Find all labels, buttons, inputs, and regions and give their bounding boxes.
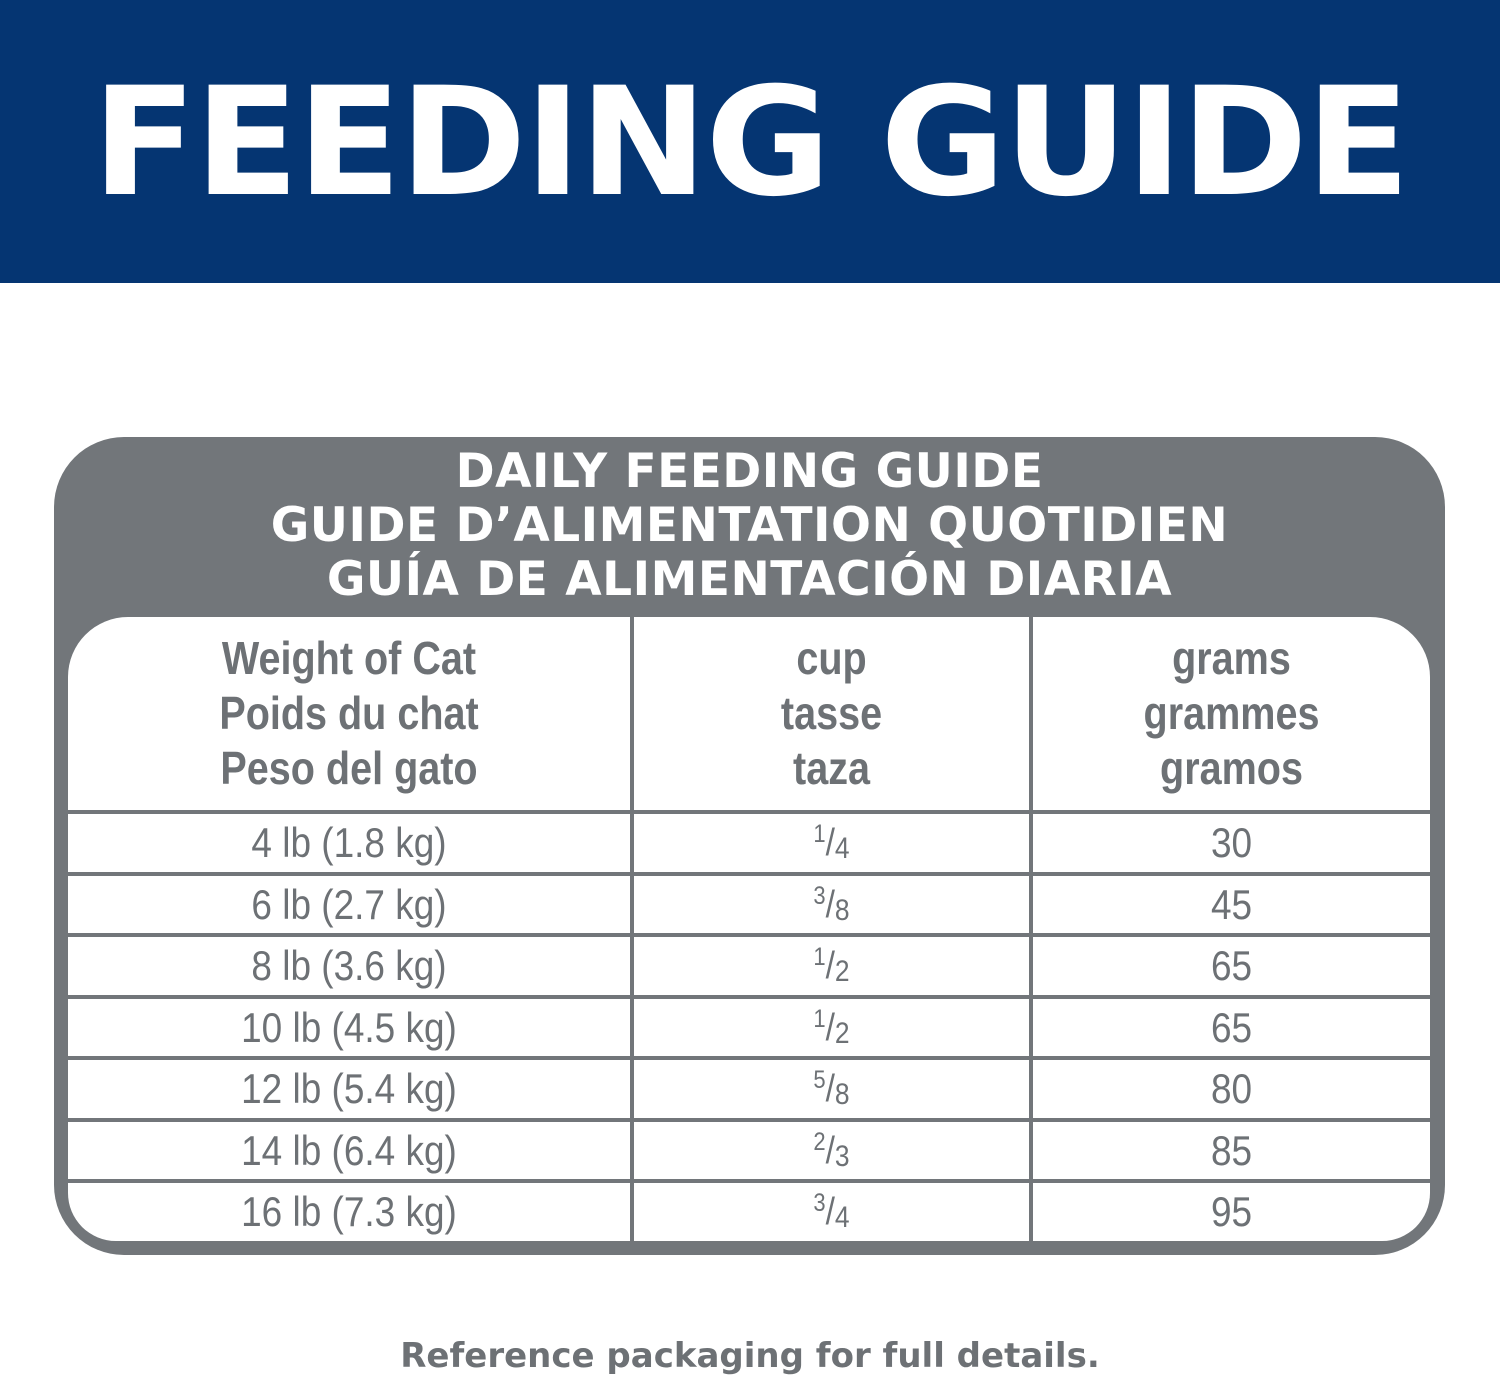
cell-weight: 8 lb (3.6 kg) [251,942,447,989]
header-weight-fr: Poids du chat [219,687,479,739]
header-weight: Weight of Cat Poids du chat Peso del gat… [107,617,590,810]
header-grams-fr: grammes [1143,687,1320,739]
card-title: DAILY FEEDING GUIDE GUIDE D’ALIMENTATION… [54,445,1445,607]
row-divider [68,1056,1430,1060]
cup-numerator: 1 [813,820,826,848]
header-banner: FEEDING GUIDE [0,0,1500,283]
header-weight-es: Peso del gato [220,742,478,794]
cell-weight: 14 lb (6.4 kg) [241,1126,457,1174]
cup-denominator: 2 [834,955,850,988]
cell-grams: 45 [1210,880,1253,928]
cell-cup: 1/2 [813,943,850,988]
cell-weight: 16 lb (7.3 kg) [241,1188,457,1235]
column-divider [1029,617,1033,1241]
cell-grams: 30 [1210,819,1253,866]
cup-numerator: 5 [813,1066,826,1094]
cell-cup: 5/8 [813,1066,850,1111]
header-grams-es: gramos [1160,742,1303,794]
row-divider [68,1118,1430,1122]
cup-numerator: 1 [813,1004,826,1033]
header-grams: grams grammes gramos [1061,617,1402,810]
cup-denominator: 3 [834,1139,850,1173]
cell-cup: 1/4 [813,820,850,865]
cup-denominator: 2 [834,1016,850,1050]
feeding-table: Weight of Cat Poids du chat Peso del gat… [68,617,1430,1241]
header-cup-es: taza [793,742,870,794]
row-divider [68,933,1430,937]
header-weight-en: Weight of Cat [221,632,477,684]
card-title-english: DAILY FEEDING GUIDE [455,444,1044,499]
row-divider [68,810,1430,814]
cell-weight: 12 lb (5.4 kg) [241,1065,457,1112]
cell-grams: 85 [1210,1126,1253,1174]
cell-cup: 2/3 [813,1127,850,1173]
footer-note: Reference packaging for full details. [400,1336,1100,1376]
cell-cup: 1/2 [813,1004,850,1050]
cell-grams: 65 [1210,942,1253,989]
header-cup-en: cup [796,632,867,684]
cell-cup: 3/8 [813,881,850,927]
cell-weight: 4 lb (1.8 kg) [251,819,447,866]
row-divider [68,1179,1430,1183]
header-cup: cup tasse taza [662,617,1002,810]
cup-denominator: 4 [834,832,850,865]
column-divider [630,617,634,1241]
header-grams-en: grams [1172,632,1291,684]
cell-cup: 3/4 [813,1189,850,1234]
cup-numerator: 2 [813,1127,826,1156]
cup-denominator: 8 [834,893,850,927]
row-divider [68,995,1430,999]
cup-denominator: 8 [834,1078,850,1111]
cup-numerator: 1 [813,943,826,971]
header-cup-fr: tasse [780,687,883,739]
cup-numerator: 3 [813,881,826,910]
cell-weight: 6 lb (2.7 kg) [251,880,447,928]
cell-weight: 10 lb (4.5 kg) [241,1003,457,1051]
cell-grams: 95 [1210,1188,1253,1235]
daily-feeding-guide-card: DAILY FEEDING GUIDE GUIDE D’ALIMENTATION… [54,437,1445,1255]
page-title: FEEDING GUIDE [91,55,1410,230]
cup-denominator: 4 [834,1201,850,1234]
cup-numerator: 3 [813,1189,826,1217]
row-divider [68,872,1430,876]
card-title-spanish: GUÍA DE ALIMENTACIÓN DIARIA [326,552,1173,607]
cell-grams: 65 [1210,1003,1253,1051]
card-title-french: GUIDE D’ALIMENTATION QUOTIDIEN [270,498,1229,553]
cell-grams: 80 [1210,1065,1253,1112]
